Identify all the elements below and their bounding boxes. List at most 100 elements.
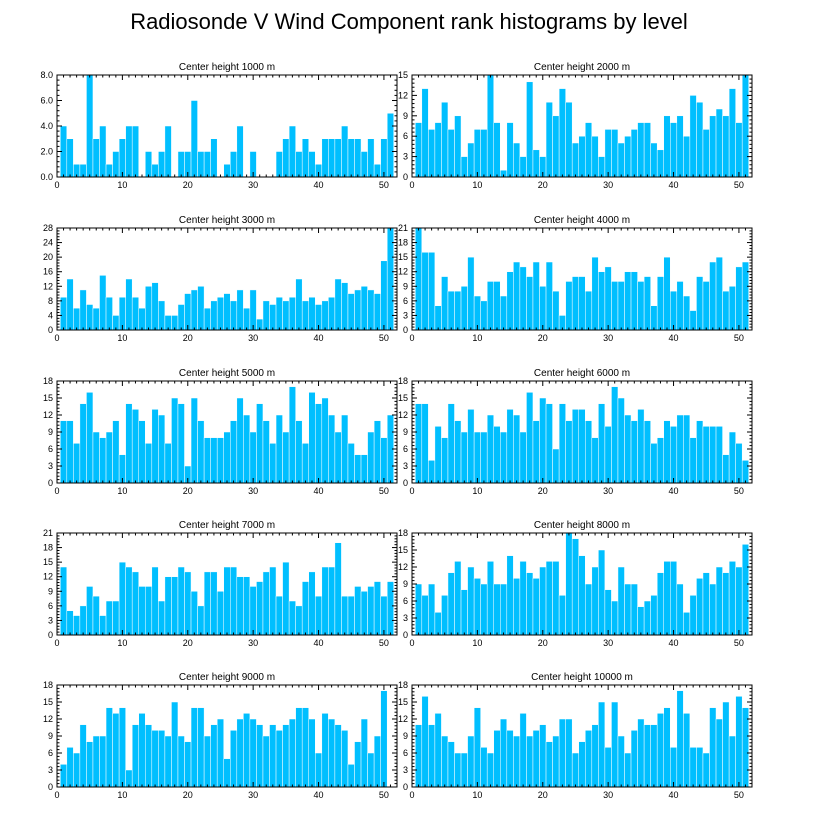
histogram-bar — [709, 426, 717, 484]
histogram-bar — [125, 403, 133, 484]
histogram-bar — [177, 151, 185, 178]
histogram-bar — [480, 300, 488, 331]
histogram-bar — [66, 747, 74, 788]
x-tick-label: 40 — [669, 638, 679, 648]
histogram-bar — [526, 276, 534, 331]
histogram-bar — [480, 747, 488, 788]
histogram-bar — [578, 409, 586, 484]
histogram-bar — [321, 713, 329, 788]
histogram-bar — [545, 101, 553, 178]
histogram-bar — [709, 261, 717, 331]
x-tick-label: 10 — [472, 790, 482, 800]
histogram-bar — [539, 286, 547, 331]
histogram-bar — [79, 724, 87, 788]
histogram-bar — [447, 741, 455, 788]
histogram-bar — [630, 420, 638, 484]
histogram-bar — [676, 414, 684, 484]
histogram-bar — [360, 151, 368, 178]
histogram-bar — [315, 752, 323, 788]
histogram-bar — [177, 403, 185, 484]
histogram-bar — [513, 261, 521, 331]
y-tick-label: 15 — [398, 393, 408, 403]
histogram-bar — [138, 713, 146, 788]
y-tick-label: 12 — [43, 572, 53, 582]
histogram-bar — [473, 578, 481, 636]
y-tick-label: 0 — [48, 325, 53, 335]
histogram-bar — [138, 307, 146, 331]
histogram-bar — [565, 718, 573, 788]
histogram-bar — [454, 752, 462, 788]
histogram-bar — [447, 129, 455, 178]
histogram-bar — [66, 610, 74, 636]
histogram-bar — [702, 572, 710, 636]
histogram-bar — [506, 730, 514, 788]
histogram-bar — [656, 276, 664, 331]
histogram-bar — [243, 576, 251, 636]
histogram-bar — [334, 138, 342, 178]
histogram-bar — [532, 149, 540, 178]
histogram-bar — [151, 409, 159, 484]
histogram-bar — [386, 581, 394, 636]
histogram-bar — [328, 414, 336, 484]
histogram-bar — [513, 142, 521, 178]
histogram-bar — [86, 392, 94, 484]
x-tick-label: 50 — [379, 486, 389, 496]
x-tick-label: 50 — [734, 333, 744, 343]
histogram-bar — [558, 88, 566, 178]
histogram-bar — [99, 735, 107, 788]
histogram-bar — [676, 115, 684, 178]
histogram-bar — [105, 600, 113, 636]
x-tick-label: 40 — [669, 333, 679, 343]
histogram-bar — [151, 566, 159, 636]
histogram-bar — [105, 431, 113, 484]
histogram-bar — [637, 281, 645, 331]
y-tick-label: 12 — [398, 562, 408, 572]
x-tick-label: 40 — [314, 638, 324, 648]
histogram-bar — [210, 571, 218, 636]
histogram-bar — [145, 286, 153, 331]
x-tick-label: 30 — [248, 180, 258, 190]
histogram-bar — [604, 266, 612, 331]
histogram-bar — [513, 578, 521, 636]
panel-title: Center height 10000 m — [531, 672, 633, 683]
histogram-bar — [650, 724, 658, 788]
histogram-bar — [460, 589, 468, 636]
histogram-bar — [249, 431, 257, 484]
histogram-bar — [138, 420, 146, 484]
histogram-bar — [585, 730, 593, 788]
histogram-bar — [275, 730, 283, 788]
histogram-bar — [630, 730, 638, 788]
histogram-bar — [578, 555, 586, 636]
histogram-bar — [308, 718, 316, 788]
x-tick-label: 40 — [314, 790, 324, 800]
histogram-bar — [656, 437, 664, 484]
histogram-bar — [624, 271, 632, 331]
histogram-bar — [735, 266, 743, 331]
histogram-bar — [236, 397, 244, 484]
histogram-bar — [210, 300, 218, 331]
y-tick-label: 3 — [48, 615, 53, 625]
y-tick-label: 21 — [43, 528, 53, 538]
y-tick-label: 0 — [403, 630, 408, 640]
histogram-bar — [190, 100, 198, 178]
histogram-bar — [467, 256, 475, 331]
histogram-bar — [526, 392, 534, 484]
histogram-bar — [598, 403, 606, 484]
histogram-bar — [611, 701, 619, 788]
histogram-bar — [480, 431, 488, 484]
histogram-bar — [460, 286, 468, 331]
y-tick-label: 28 — [43, 223, 53, 233]
histogram-bar — [328, 296, 336, 331]
histogram-bar — [171, 397, 179, 484]
histogram-bar — [460, 752, 468, 788]
histogram-bar — [571, 276, 579, 331]
histogram-panel: Center height 1000 m 0 10 20 30 40 50 0.0 2.0 4.0… — [40, 62, 398, 190]
histogram-bar — [203, 735, 211, 788]
histogram-bar — [86, 74, 94, 178]
histogram-bar — [486, 281, 494, 331]
histogram-bar — [197, 286, 205, 331]
histogram-bar — [656, 572, 664, 636]
histogram-bar — [493, 122, 501, 178]
histogram-bar — [689, 437, 697, 484]
histogram-bar — [415, 227, 423, 331]
